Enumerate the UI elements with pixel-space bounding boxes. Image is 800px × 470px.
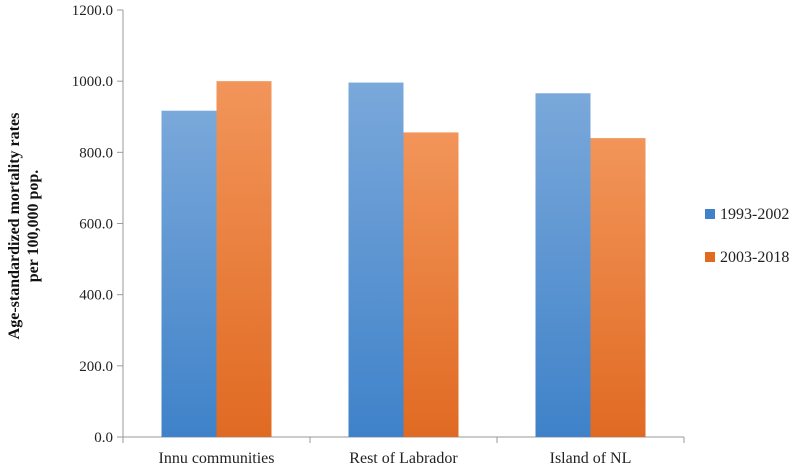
bar-1993-2002-island-of-nl — [535, 93, 591, 437]
legend-swatch-1993-2002 — [705, 209, 715, 219]
y-tick-label: 1000.0 — [72, 74, 113, 90]
bar-1993-2002-rest-of-labrador — [348, 82, 404, 437]
x-category-label: Rest of Labrador — [349, 450, 458, 467]
y-tick-label: 200.0 — [79, 359, 113, 375]
x-axis-categories: Innu communities Rest of Labrador Island o… — [122, 437, 685, 467]
y-axis-title-line1: Age-standardized mortality rates — [6, 113, 23, 340]
y-tick-label: 800.0 — [79, 145, 113, 161]
legend-label-2003-2018: 2003-2018 — [720, 249, 789, 266]
bars — [161, 81, 646, 438]
bar-2003-2018-rest-of-labrador — [403, 132, 459, 437]
x-category-label: Innu communities — [159, 450, 275, 467]
bar-1993-2002-innu-communities — [161, 110, 217, 437]
y-axis-ticks: 0.0 200.0 400.0 600.0 800.0 1000.0 1200.0 — [72, 3, 123, 446]
y-tick-label: 1200.0 — [72, 3, 113, 19]
y-tick-label: 400.0 — [79, 288, 113, 304]
legend: 1993-2002 2003-2018 — [705, 206, 789, 266]
legend-swatch-2003-2018 — [705, 252, 715, 262]
bar-2003-2018-island-of-nl — [590, 138, 646, 437]
legend-label-1993-2002: 1993-2002 — [720, 206, 789, 223]
y-axis-title-line2: per 100,000 pop. — [25, 170, 42, 283]
x-category-label: Island of NL — [550, 450, 632, 467]
y-tick-label: 600.0 — [79, 217, 113, 233]
y-tick-label: 0.0 — [94, 430, 113, 446]
bar-2003-2018-innu-communities — [216, 81, 272, 438]
y-axis-title: Age-standardized mortality rates per 100… — [6, 113, 42, 340]
